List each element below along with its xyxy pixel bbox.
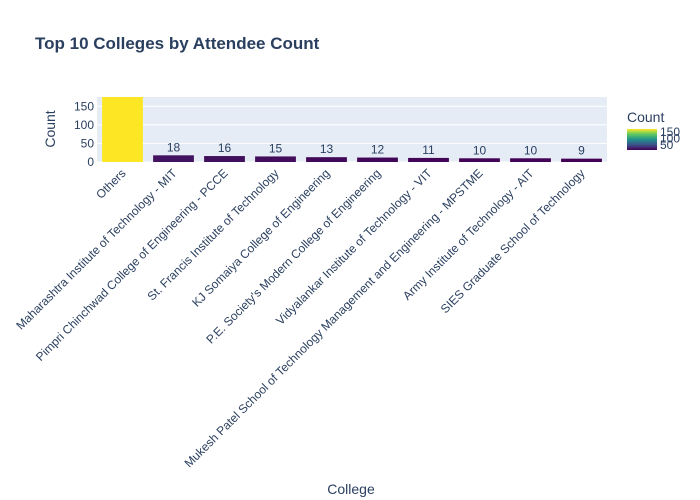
y-tick-label: 50	[81, 136, 95, 150]
bar	[459, 158, 500, 162]
bar	[561, 158, 602, 162]
bars	[102, 97, 602, 162]
x-tick-label: Others	[93, 166, 128, 201]
bar	[102, 97, 143, 162]
colorbar-title: Count	[627, 109, 664, 125]
bar	[204, 156, 245, 162]
data-label: 18	[167, 140, 181, 154]
bar-labels: 18 16 15 13 12 11 10 10 9	[167, 140, 585, 157]
x-axis-title: College	[327, 481, 375, 497]
bar	[153, 155, 194, 162]
x-tick-label: Pimpri Chinchwad College of Engineering …	[33, 166, 231, 364]
data-label: 15	[269, 141, 283, 155]
y-tick-label: 100	[74, 118, 94, 132]
colorbar-tick-label: 50	[660, 138, 674, 152]
y-axis-title: Count	[42, 110, 58, 147]
bar	[408, 157, 449, 162]
y-tick-label: 0	[87, 155, 94, 169]
colorbar-tick-label: 150	[660, 125, 680, 139]
colorbar-tick-label: 100	[660, 131, 680, 145]
bar	[255, 156, 296, 162]
bar	[510, 158, 551, 162]
x-tick-label: P.E. Society's Modern College of Enginee…	[203, 166, 383, 346]
plot-area	[97, 97, 607, 162]
y-tick-label: 150	[74, 99, 94, 113]
data-label: 12	[371, 143, 385, 157]
data-label: 11	[422, 143, 435, 157]
bar	[306, 157, 347, 162]
data-label: 10	[473, 143, 487, 157]
y-axis-ticks: 0 50 100 150	[74, 99, 94, 169]
data-label: 9	[578, 144, 585, 158]
colorbar-gradient	[627, 129, 657, 150]
data-label: 13	[320, 142, 334, 156]
data-label: 16	[218, 141, 232, 155]
chart-title: Top 10 Colleges by Attendee Count	[35, 34, 320, 53]
data-label: 10	[524, 143, 538, 157]
bar	[357, 157, 398, 162]
